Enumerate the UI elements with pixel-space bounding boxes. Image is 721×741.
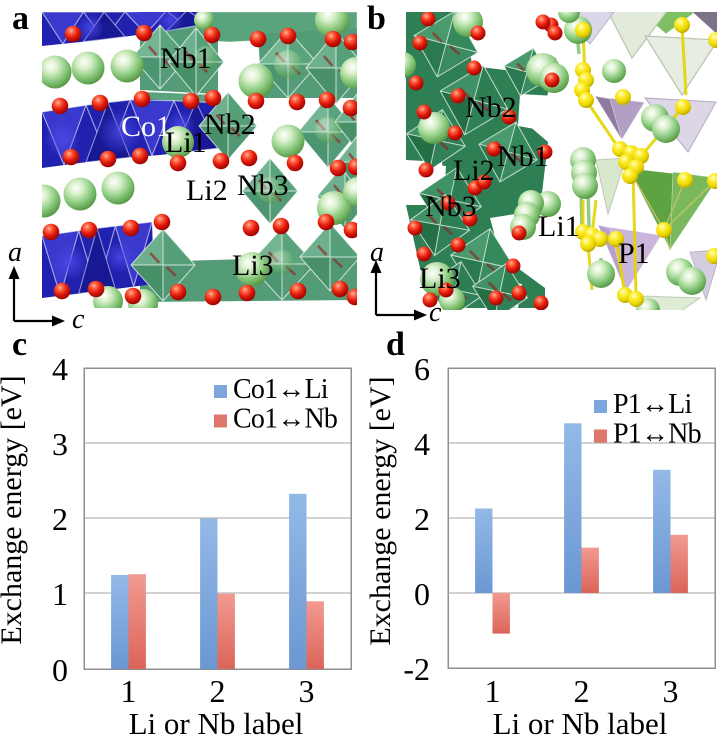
svg-text:4: 4 [52, 351, 68, 387]
svg-text:Exchange energy [eV]: Exchange energy [eV] [0, 375, 28, 644]
svg-text:c: c [12, 326, 27, 363]
svg-text:3: 3 [52, 426, 68, 462]
svg-text:Nb2: Nb2 [204, 108, 256, 141]
svg-text:a: a [12, 0, 29, 37]
svg-text:1: 1 [52, 576, 68, 612]
svg-text:c: c [72, 304, 85, 335]
svg-text:2: 2 [414, 501, 430, 537]
svg-text:1: 1 [121, 673, 137, 709]
svg-text:4: 4 [414, 426, 430, 462]
svg-text:b: b [367, 0, 386, 37]
svg-text:P1↔Li: P1↔Li [613, 389, 692, 420]
svg-text:2: 2 [52, 501, 68, 537]
svg-text:0: 0 [414, 576, 430, 612]
svg-text:Li2: Li2 [186, 174, 228, 207]
svg-text:P1↔Nb: P1↔Nb [613, 419, 701, 450]
svg-text:Li1: Li1 [538, 210, 580, 243]
svg-text:Nb1: Nb1 [497, 140, 549, 173]
svg-text:a: a [370, 237, 384, 268]
svg-text:3: 3 [663, 673, 679, 709]
svg-text:P1: P1 [618, 237, 650, 270]
svg-text:Co1↔Nb: Co1↔Nb [233, 404, 337, 435]
svg-text:2: 2 [210, 673, 226, 709]
svg-text:c: c [429, 297, 442, 328]
svg-text:Nb3: Nb3 [237, 169, 289, 202]
svg-text:d: d [386, 326, 405, 363]
svg-text:1: 1 [485, 673, 501, 709]
svg-text:Nb3: Nb3 [425, 190, 477, 223]
svg-text:Li3: Li3 [419, 262, 461, 295]
svg-text:Li2: Li2 [453, 154, 495, 187]
svg-text:Co1↔Li: Co1↔Li [233, 374, 329, 405]
svg-text:Nb1: Nb1 [160, 42, 212, 75]
svg-text:a: a [8, 237, 22, 268]
svg-text:Nb2: Nb2 [465, 91, 517, 124]
svg-text:2: 2 [574, 673, 590, 709]
svg-text:Li or Nb label: Li or Nb label [129, 706, 304, 741]
svg-text:0: 0 [52, 652, 68, 688]
svg-text:Li3: Li3 [232, 249, 274, 282]
svg-text:6: 6 [414, 351, 430, 387]
svg-text:Li1: Li1 [165, 126, 207, 159]
svg-text:Li or Nb label: Li or Nb label [493, 706, 668, 741]
svg-text:3: 3 [299, 673, 315, 709]
svg-text:-2: -2 [403, 651, 430, 687]
svg-text:Exchange energy [eV]: Exchange energy [eV] [364, 376, 397, 645]
svg-text:Co1: Co1 [121, 110, 171, 143]
